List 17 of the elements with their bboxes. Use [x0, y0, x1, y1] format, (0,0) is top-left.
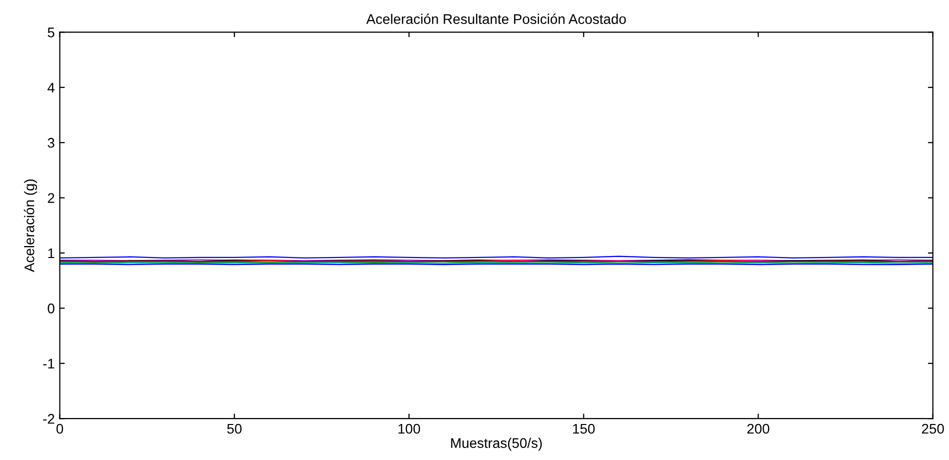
- y-tick-label: -2: [43, 414, 54, 424]
- y-tick-label: 1: [48, 248, 54, 258]
- x-tick-label: 250: [922, 424, 944, 434]
- x-axis-title: Muestras(50/s): [451, 438, 542, 451]
- y-tick-label: 0: [48, 304, 54, 314]
- x-tick-label: 200: [747, 424, 770, 434]
- chart-title: Aceleración Resultante Posición Acostado: [366, 14, 626, 24]
- x-tick-label: 50: [227, 424, 242, 434]
- y-tick-label: 4: [48, 82, 55, 92]
- y-tick-label: -1: [43, 358, 54, 368]
- y-tick-label: 5: [48, 28, 54, 38]
- y-tick-label: 2: [48, 193, 54, 203]
- x-tick-label: 0: [56, 424, 64, 434]
- x-tick-label: 150: [573, 424, 595, 434]
- x-tick-label: 100: [398, 424, 420, 434]
- y-axis-title: Aceleración (g): [24, 180, 38, 272]
- y-tick-label: 3: [48, 138, 54, 148]
